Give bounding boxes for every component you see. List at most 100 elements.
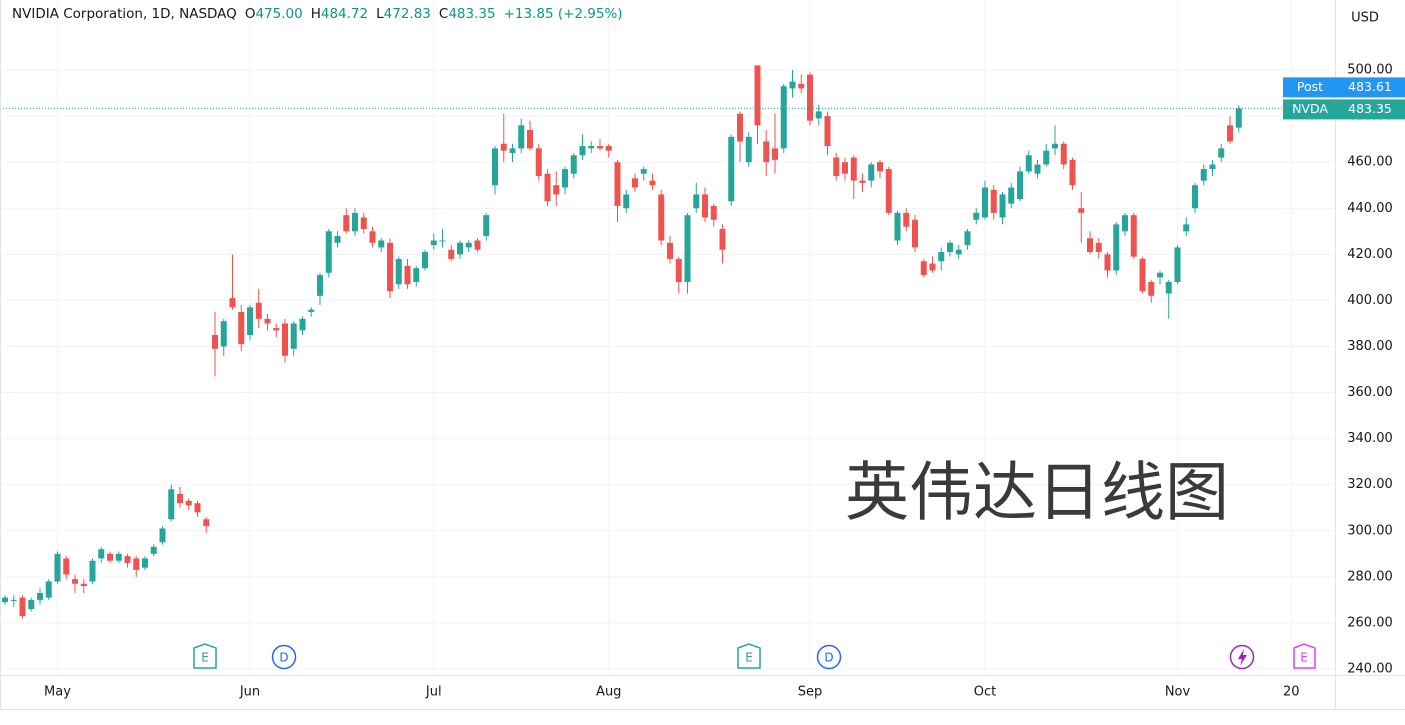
candle-body: [177, 493, 183, 504]
candle-body: [807, 74, 813, 121]
candle-body: [1157, 272, 1163, 278]
currency[interactable]: USD: [1351, 11, 1379, 26]
event-label: D: [279, 651, 288, 665]
candle-body: [343, 215, 350, 232]
watermark: 英伟达日线图: [845, 457, 1229, 531]
candle-body: [264, 318, 271, 324]
candle-body: [483, 215, 490, 236]
plot: [0, 65, 1335, 619]
y-tick-label: 360.00: [1347, 385, 1393, 400]
candle-body: [570, 155, 577, 174]
candle-body: [2, 597, 8, 603]
candle-body: [789, 81, 796, 89]
candle-body: [325, 231, 332, 273]
last-badge: [1283, 99, 1337, 120]
ohlc-key: C: [438, 6, 449, 22]
candle-body: [964, 231, 971, 246]
x-tick-label: Nov: [1165, 685, 1191, 700]
candle-body: [527, 129, 533, 149]
legend-header: NVIDIA Corporation, 1D, NASDAQ O 475.00 H…: [12, 6, 623, 22]
x-tick-label: 20: [1283, 685, 1300, 700]
candle-body: [369, 231, 376, 243]
candle-body: [605, 146, 612, 151]
candle-body: [360, 217, 367, 229]
candle-body: [10, 599, 17, 601]
candle-body: [885, 169, 892, 213]
y-tick-label: 340.00: [1347, 431, 1393, 446]
candle-body: [623, 194, 630, 209]
y-tick-label: 320.00: [1347, 477, 1393, 492]
candle-body: [1218, 148, 1225, 158]
candle-body: [745, 136, 752, 163]
candle-body: [614, 162, 621, 206]
symbol: NVIDIA Corporation, 1D, NASDAQ: [12, 6, 237, 22]
candle-body: [562, 169, 568, 188]
candle-body: [1209, 164, 1216, 170]
candle-body: [632, 178, 638, 188]
candle-body: [80, 583, 87, 587]
candle-body: [63, 558, 70, 575]
candle-body: [894, 212, 901, 241]
post-price: 483.61: [1348, 79, 1392, 94]
event-earnings[interactable]: E: [193, 643, 217, 669]
candle-body: [833, 157, 840, 177]
candle-body: [142, 558, 148, 568]
candle-body: [150, 546, 157, 554]
candle-body: [28, 599, 35, 610]
candle-body: [54, 553, 61, 582]
candle-body: [133, 558, 140, 570]
candle-body: [990, 189, 997, 213]
candle-body: [404, 265, 411, 285]
candle-body: [675, 258, 682, 282]
event-dividend[interactable]: D: [271, 644, 297, 670]
candle-body: [37, 592, 43, 600]
candle-body: [387, 242, 393, 292]
candle-body: [159, 528, 166, 543]
ohlc-value: 472.83: [383, 6, 431, 22]
candle-body: [500, 143, 507, 151]
ohlc-value: 483.35: [448, 6, 496, 22]
y-tick-label: 440.00: [1347, 201, 1393, 216]
candle-body: [474, 240, 481, 250]
x-tick-label: Oct: [974, 685, 996, 700]
candle-body: [850, 157, 857, 181]
candle-body: [107, 553, 113, 561]
candle-body: [868, 164, 875, 181]
candle-body: [649, 180, 656, 186]
candle-body: [955, 249, 962, 255]
candle-body: [1148, 281, 1155, 296]
candle-body: [815, 111, 822, 119]
candle-body: [684, 215, 691, 282]
y-tick-label: 420.00: [1347, 247, 1393, 262]
candle-body: [1113, 224, 1120, 271]
y-tick-label: 260.00: [1347, 615, 1393, 630]
candle-body: [719, 228, 726, 250]
candle-body: [903, 212, 910, 227]
candle-body: [317, 275, 323, 296]
y-tick-label: 280.00: [1347, 569, 1393, 584]
candle-body: [422, 252, 428, 269]
event-earnings[interactable]: E: [737, 643, 761, 669]
candle-body: [518, 125, 525, 149]
candle-body: [430, 240, 437, 246]
post-tag: Post: [1297, 79, 1323, 94]
candle-body: [255, 302, 262, 319]
event-dividend[interactable]: D: [816, 644, 842, 670]
event-earnings[interactable]: E: [1293, 643, 1316, 669]
candle-body: [352, 212, 358, 232]
candle-body: [1165, 281, 1172, 294]
x-tick-label: Aug: [596, 685, 621, 700]
candle-body: [710, 205, 717, 220]
candle-body: [597, 146, 603, 149]
event-split[interactable]: [1229, 644, 1255, 670]
x-tick-label: Jul: [425, 685, 442, 700]
candle-body: [203, 519, 210, 527]
candle-body: [1034, 164, 1041, 174]
candle-body: [658, 194, 665, 241]
y-tick-label: 300.00: [1347, 523, 1393, 538]
candle-body: [229, 298, 236, 308]
candle-body: [273, 328, 280, 331]
candle-body: [448, 249, 455, 259]
candle-body: [754, 65, 761, 126]
currency-button[interactable]: [1340, 4, 1398, 34]
